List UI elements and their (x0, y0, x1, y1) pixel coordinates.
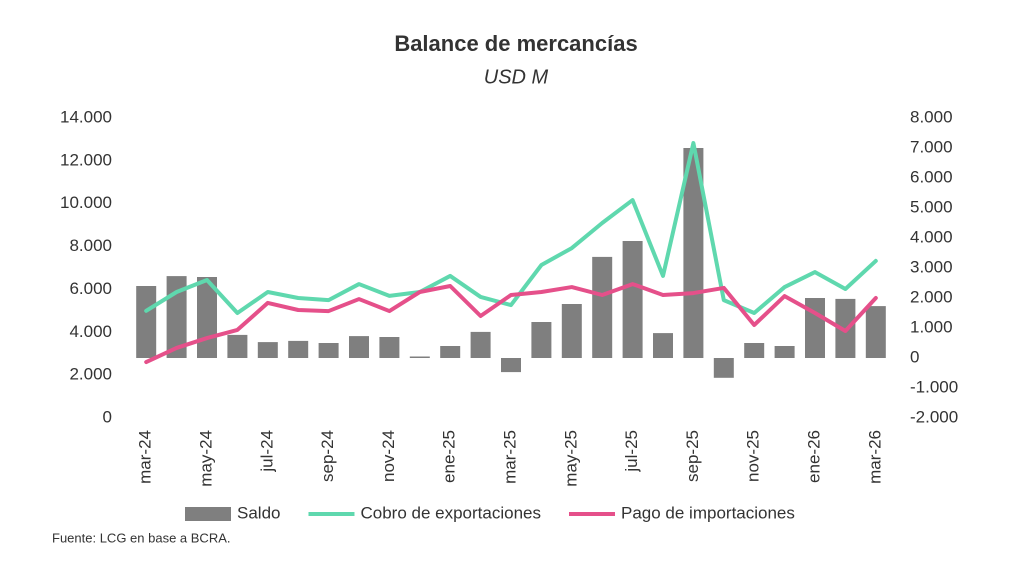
x-tick-label: mar-24 (136, 430, 155, 484)
y-tick-label: 8.000 (69, 236, 112, 255)
bar (531, 322, 552, 358)
bar (379, 337, 400, 358)
y2-tick-label: -1.000 (910, 377, 958, 396)
chart-subtitle: USD M (484, 66, 549, 88)
y2-tick-label: 5.000 (910, 197, 953, 216)
x-tick-label: mar-26 (865, 430, 884, 484)
y2-tick-label: 3.000 (910, 257, 953, 276)
y-tick-label: 12.000 (60, 150, 112, 169)
y-tick-label: 0 (103, 407, 112, 426)
bar (713, 358, 734, 378)
x-tick-label: nov-24 (379, 430, 398, 482)
y-tick-label: 14.000 (60, 107, 112, 126)
bar (257, 342, 278, 358)
bar (470, 331, 491, 358)
legend-label: Cobro de exportaciones (360, 503, 541, 522)
legend-swatch (185, 507, 231, 521)
x-tick-label: jul-25 (622, 430, 641, 473)
bar (592, 256, 613, 358)
bar (288, 340, 309, 358)
y2-tick-label: 4.000 (910, 227, 953, 246)
y-tick-label: 4.000 (69, 322, 112, 341)
y2-tick-label: 2.000 (910, 287, 953, 306)
bar (744, 343, 765, 358)
x-tick-label: may-25 (561, 430, 580, 487)
bar (440, 346, 461, 358)
x-tick-label: sep-25 (683, 430, 702, 482)
legend-label: Saldo (237, 503, 280, 522)
legend-label: Pago de importaciones (621, 503, 795, 522)
y2-tick-label: -2.000 (910, 407, 958, 426)
bar (136, 286, 157, 358)
x-tick-label: sep-24 (318, 430, 337, 482)
bar (683, 148, 704, 358)
source-note: Fuente: LCG en base a BCRA. (52, 530, 230, 545)
bar (318, 343, 339, 358)
x-tick-label: nov-25 (744, 430, 763, 482)
y-tick-label: 6.000 (69, 279, 112, 298)
y2-tick-label: 6.000 (910, 167, 953, 186)
y2-tick-label: 0 (910, 347, 919, 366)
chart-title: Balance de mercancías (394, 31, 637, 56)
bar (774, 346, 795, 358)
y-tick-label: 2.000 (69, 365, 112, 384)
line-series (144, 282, 878, 365)
x-tick-label: jul-24 (257, 430, 276, 473)
bar (805, 298, 825, 358)
x-tick-label: ene-25 (440, 430, 459, 483)
x-tick-label: ene-26 (804, 430, 823, 483)
y2-tick-label: 1.000 (910, 317, 953, 336)
bar (561, 304, 582, 358)
bar (409, 356, 430, 358)
x-tick-label: mar-25 (500, 430, 519, 484)
bar (653, 333, 673, 358)
y-tick-label: 10.000 (60, 193, 112, 212)
bar (865, 306, 886, 358)
y2-tick-label: 8.000 (910, 107, 953, 126)
bar (622, 241, 643, 358)
bar (501, 358, 521, 373)
y2-tick-label: 7.000 (910, 137, 953, 156)
bar (349, 336, 369, 358)
x-tick-label: may-24 (196, 430, 215, 487)
bar (227, 334, 248, 358)
line-series (144, 141, 878, 315)
